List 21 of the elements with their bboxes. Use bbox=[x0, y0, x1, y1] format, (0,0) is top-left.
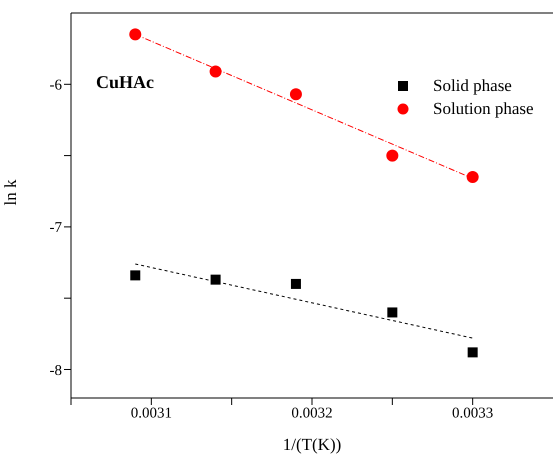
x-tick-label: 0.0031 bbox=[130, 406, 172, 422]
x-axis-title: 1/(T(K)) bbox=[282, 435, 342, 454]
x-tick-label: 0.0033 bbox=[452, 406, 494, 422]
point bbox=[129, 28, 142, 40]
x-tick-label: 0.0032 bbox=[291, 406, 333, 422]
y-tick-label: -8 bbox=[50, 362, 62, 379]
point bbox=[466, 170, 479, 183]
point bbox=[290, 88, 302, 100]
y-tick-label: -7 bbox=[50, 220, 62, 236]
y-axis-title: ln k bbox=[1, 179, 20, 206]
point bbox=[210, 65, 222, 78]
point bbox=[468, 347, 478, 358]
point bbox=[386, 150, 398, 162]
y-tick-label: -6 bbox=[50, 78, 62, 94]
point bbox=[130, 270, 140, 280]
annotation: CuHAc bbox=[96, 72, 154, 93]
legend-label: Solution phase bbox=[433, 98, 534, 118]
point bbox=[290, 278, 301, 289]
legend-label: Solid phase bbox=[433, 76, 512, 96]
point bbox=[210, 274, 221, 285]
point bbox=[387, 307, 398, 318]
